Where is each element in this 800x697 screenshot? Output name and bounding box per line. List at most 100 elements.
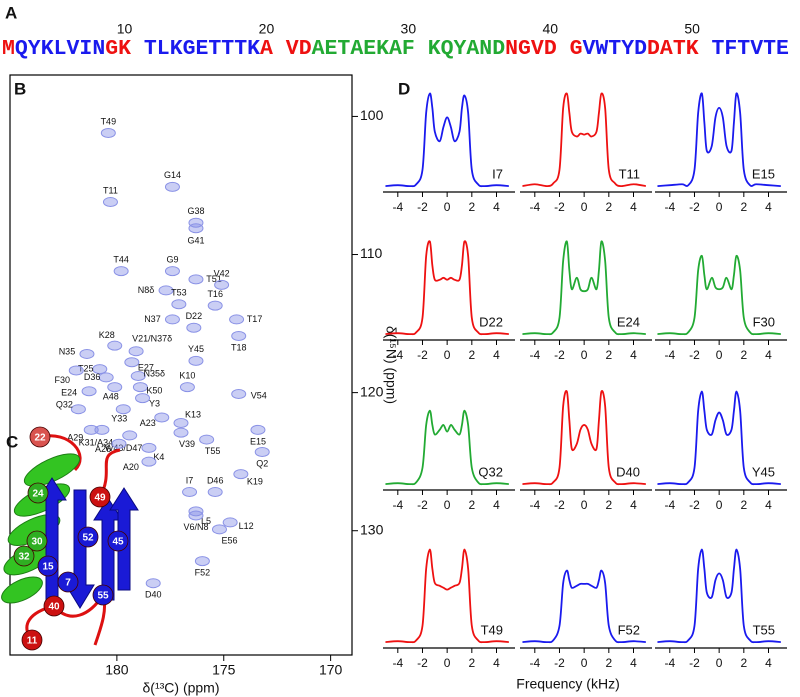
- plot-frame: [9, 74, 353, 656]
- spectrum-label: I7: [492, 166, 503, 181]
- peak-label: F52: [195, 567, 211, 577]
- x-tick-label: 4: [765, 348, 772, 362]
- x-tick-label: 0: [444, 200, 451, 214]
- residue-number: 10: [117, 21, 133, 37]
- peak: [199, 434, 215, 445]
- peak-label: E24: [61, 388, 77, 398]
- x-tick-label: 0: [444, 498, 451, 512]
- peak-label: Q2: [256, 458, 268, 468]
- spectrum-label: T55: [753, 622, 775, 637]
- peak-label: K31/A34: [79, 437, 114, 447]
- x-tick-label: -2: [689, 200, 700, 214]
- peak-label: T44: [113, 254, 129, 264]
- x-tick-label: 2: [740, 656, 747, 670]
- residue-number: 40: [542, 21, 558, 37]
- x-tick-label: 4: [630, 498, 637, 512]
- peak-label: V6/N8: [183, 522, 208, 532]
- peak: [130, 371, 146, 382]
- peak: [111, 438, 127, 449]
- peak: [254, 447, 270, 457]
- peak-label: D36: [84, 372, 101, 382]
- peak: [124, 357, 140, 368]
- residue-marker-label: 24: [32, 489, 44, 500]
- x-tick-label: -2: [417, 498, 428, 512]
- x-tick-label: -4: [392, 200, 403, 214]
- spectrum-line: [522, 390, 646, 486]
- peak: [83, 424, 99, 435]
- peak: [115, 404, 131, 415]
- loop: [25, 434, 121, 646]
- peak-label: G41: [187, 236, 204, 246]
- peak-label: K28: [99, 330, 115, 340]
- x-tick-label: -2: [554, 348, 565, 362]
- x-tick-label: 0: [444, 348, 451, 362]
- peak: [207, 300, 223, 311]
- residue-marker-label: 15: [42, 562, 54, 573]
- peak-label: V54: [251, 390, 267, 400]
- peak: [128, 346, 144, 357]
- x-tick-label: 2: [605, 348, 612, 362]
- peak: [98, 372, 114, 383]
- x-axis-label: Frequency (kHz): [516, 676, 619, 692]
- x-tick-label: 0: [581, 656, 588, 670]
- peak-label: T16: [207, 289, 223, 299]
- peak: [188, 223, 204, 234]
- peak: [188, 355, 204, 366]
- residue-marker: [89, 486, 111, 508]
- x-tick-label: 2: [468, 656, 475, 670]
- residue-segment: G: [570, 37, 583, 61]
- x-tick-label: 2: [740, 200, 747, 214]
- residue-marker-label: 55: [97, 591, 109, 602]
- residue-segment: DATK: [647, 37, 699, 61]
- y-axis-label: δ(¹⁵N) (ppm): [383, 326, 399, 404]
- sequence-group: GVWTYDDATK: [570, 37, 699, 61]
- residue-segment: QYKLVIN: [15, 37, 105, 61]
- x-tick-label: 0: [581, 498, 588, 512]
- peak-label: K10: [179, 370, 195, 380]
- peak-label: V39: [179, 439, 195, 449]
- peak: [107, 382, 123, 393]
- x-tick-label: 2: [740, 348, 747, 362]
- peak-label: T17: [247, 314, 263, 324]
- residue-marker: [21, 629, 43, 651]
- residue-marker: [13, 545, 35, 567]
- spectrum-line: [657, 390, 781, 486]
- residue-number: 50: [684, 21, 700, 37]
- residue-marker-label: 30: [31, 537, 43, 548]
- peak: [222, 517, 238, 528]
- residue-segment: TFTVTE: [712, 37, 790, 61]
- residue-marker: [77, 526, 99, 548]
- x-tick-label: 4: [493, 348, 500, 362]
- x-tick-label: -2: [417, 656, 428, 670]
- x-tick-label: 170: [319, 662, 343, 678]
- x-tick-label: 4: [630, 348, 637, 362]
- x-tick-label: 0: [581, 200, 588, 214]
- peak-label: A20: [123, 462, 139, 472]
- spectrum-label: D22: [479, 314, 503, 329]
- residue-marker: [29, 426, 51, 448]
- spectrum-label: D40: [616, 464, 640, 479]
- peak: [79, 348, 95, 359]
- peak-label: Y33: [111, 414, 127, 424]
- sequence-group: TFTVTE: [712, 37, 790, 61]
- x-tick-label: 4: [765, 200, 772, 214]
- peak: [231, 389, 247, 399]
- peak-label: I7: [186, 475, 194, 485]
- x-tick-label: -2: [417, 348, 428, 362]
- x-tick-label: 2: [605, 200, 612, 214]
- spectrum-label: E15: [752, 166, 775, 181]
- peak: [68, 365, 84, 376]
- peak-label: G38: [187, 206, 204, 216]
- peak: [250, 424, 266, 435]
- x-tick-label: -2: [689, 498, 700, 512]
- spectrum-line: [522, 92, 646, 188]
- residue-marker: [107, 530, 129, 552]
- peak-label: K50: [146, 385, 162, 395]
- y-tick-label: 100: [360, 107, 384, 123]
- x-tick-label: 2: [468, 348, 475, 362]
- peak: [145, 578, 161, 589]
- residue-marker: [57, 571, 79, 593]
- x-tick-label: -4: [664, 200, 675, 214]
- peak-label: T53: [171, 288, 187, 298]
